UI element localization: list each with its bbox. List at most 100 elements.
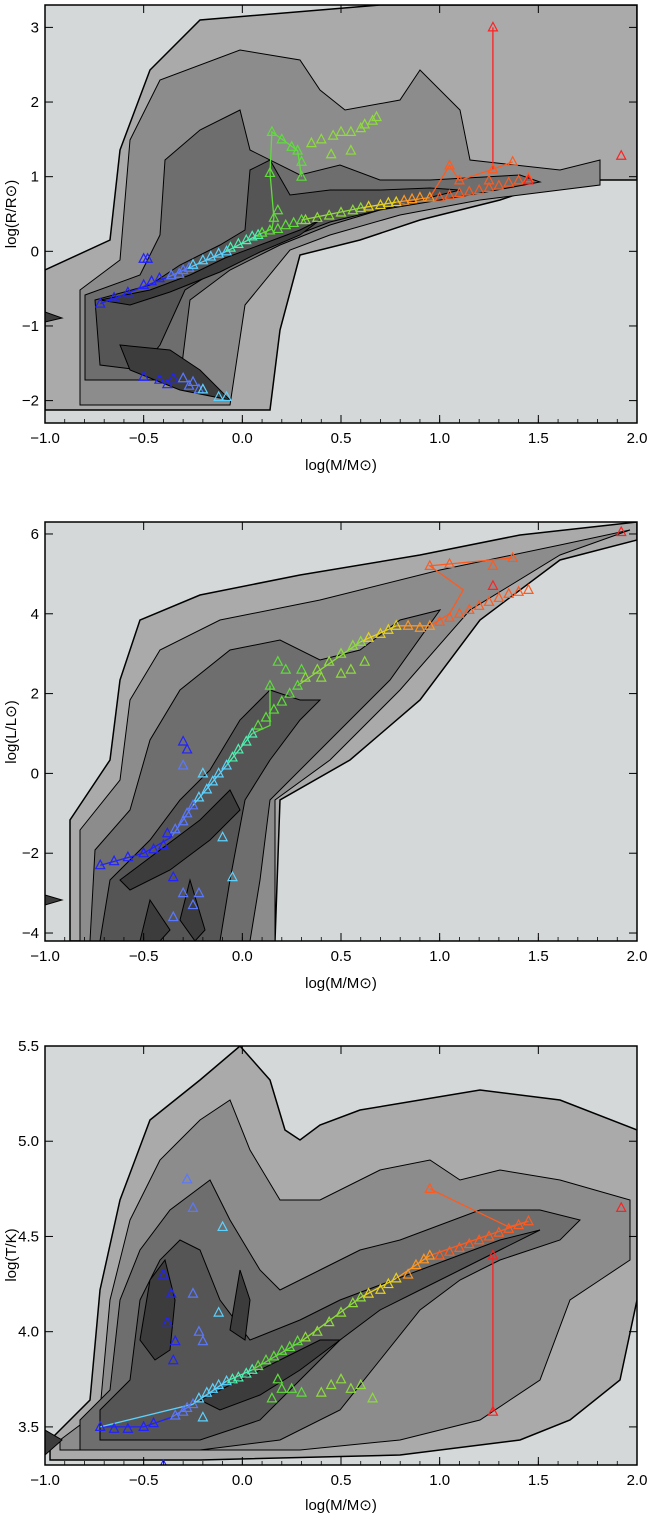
data-point (157, 838, 169, 850)
data-point (292, 1334, 304, 1346)
data-point (272, 655, 284, 666)
y-tick-label: 2 (31, 94, 39, 111)
data-point (299, 1331, 311, 1342)
data-point (453, 174, 465, 185)
data-point (256, 226, 268, 237)
data-point (299, 671, 311, 682)
y-tick-label: 4.5 (18, 1228, 39, 1245)
temperature-panel: −1.0 −0.5 0.0 0.5 1.0 1.5 2.0 3.54.04.55.05.5 … (3, 1038, 647, 1514)
x-axis-label: log(M/M⊙) (305, 1497, 377, 1514)
data-point (473, 599, 485, 610)
data-point (463, 1237, 475, 1249)
data-point (138, 846, 150, 858)
data-point (177, 886, 189, 898)
data-points (94, 21, 627, 401)
data-point (266, 125, 278, 136)
data-point (167, 371, 179, 383)
data-point (335, 125, 347, 136)
data-point (272, 1373, 284, 1384)
contour-level-3 (84, 109, 542, 381)
contour-level-4 (94, 159, 461, 371)
data-point (347, 1296, 359, 1308)
data-point (213, 767, 225, 778)
data-point (197, 1411, 209, 1422)
y-tick-label: 4.0 (18, 1324, 39, 1341)
data-point (252, 1359, 264, 1371)
data-point (473, 183, 485, 195)
data-point (197, 1334, 209, 1346)
data-point (323, 655, 335, 666)
data-point (193, 1392, 205, 1403)
data-point (299, 213, 311, 225)
data-point (311, 663, 323, 674)
y-tick-label: 3 (31, 19, 39, 36)
data-point (483, 174, 495, 185)
data-point (424, 1249, 436, 1260)
data-point (187, 1397, 199, 1409)
data-point (276, 133, 288, 144)
track-line (360, 201, 397, 209)
data-point (260, 1353, 272, 1365)
data-point (292, 144, 304, 155)
data-point (177, 815, 189, 826)
data-point (406, 192, 418, 204)
data-point (284, 1340, 296, 1352)
data-point (296, 663, 308, 674)
data-point (177, 735, 189, 746)
data-point (213, 247, 225, 258)
data-point (292, 679, 304, 690)
data-point (197, 253, 209, 265)
data-point (402, 1268, 414, 1279)
data-point (221, 390, 233, 401)
data-point (181, 807, 193, 818)
data-point (305, 136, 317, 148)
data-point (181, 1173, 193, 1184)
data-point (201, 783, 213, 794)
data-point (311, 211, 323, 222)
data-point (414, 191, 426, 202)
data-point (453, 607, 465, 618)
data-point (487, 1249, 499, 1260)
data-point (122, 286, 134, 297)
data-point (374, 198, 386, 210)
x-axis-label: log(M/M⊙) (305, 975, 377, 992)
data-point (434, 191, 446, 202)
data-point (487, 1405, 499, 1416)
x-tick-label: 1.5 (528, 948, 549, 965)
data-point (187, 1201, 199, 1212)
y-axis-label: log(T/K) (3, 1228, 20, 1281)
data-point (345, 144, 357, 155)
data-point (276, 1344, 288, 1355)
x-axis-label: log(M/M⊙) (305, 457, 377, 474)
data-point (507, 155, 519, 166)
data-point (161, 377, 173, 389)
data-point (122, 1422, 134, 1433)
data-point (335, 667, 347, 678)
data-point (463, 603, 475, 614)
data-point (221, 759, 233, 770)
data-point (487, 579, 499, 590)
data-point (414, 621, 426, 632)
data-point (272, 203, 284, 215)
data-point (246, 727, 258, 738)
data-point (374, 1283, 386, 1294)
data-point (345, 663, 357, 674)
data-point (296, 1386, 308, 1397)
x-ticks: −1.0 −0.5 0.0 0.5 1.0 1.5 2.0 (30, 1046, 647, 1489)
x-tick-label: 0.5 (331, 430, 352, 447)
data-point (167, 870, 179, 882)
data-point (240, 735, 252, 746)
data-point (325, 1378, 337, 1390)
data-point (327, 129, 339, 140)
data-point (483, 595, 495, 606)
data-point (363, 631, 375, 642)
data-point (315, 1386, 327, 1397)
data-point (232, 237, 244, 248)
data-point (483, 1230, 495, 1241)
data-point (252, 719, 264, 730)
radius-panel: −1.0 −0.5 0.0 0.5 1.0 1.5 2.0 −2 −1 0 1 2 3 log(M/M… (3, 4, 647, 474)
data-point (153, 271, 165, 283)
data-point (444, 557, 456, 569)
data-point (177, 371, 189, 383)
